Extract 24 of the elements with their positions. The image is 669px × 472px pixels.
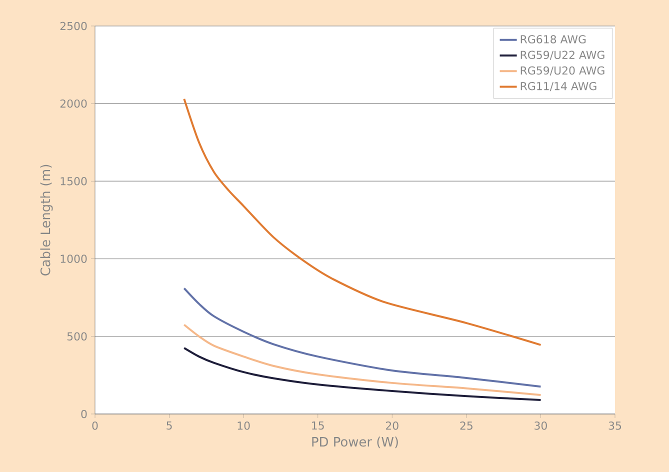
y-tick-label: 500 (67, 332, 87, 341)
y-tick-label: 1000 (60, 254, 87, 263)
x-axis-title: PD Power (W) (312, 436, 398, 448)
legend-label: RG59/U20 AWG (520, 66, 604, 76)
legend-label: RG59/U22 AWG (520, 50, 604, 60)
line-series (183, 287, 542, 388)
x-tick-label: 5 (166, 422, 172, 430)
x-tick-label: 0 (92, 422, 98, 430)
legend-label: RG618 AWG (520, 35, 586, 44)
x-tick-label: 35 (608, 422, 622, 430)
y-tick-label: 2000 (60, 99, 87, 108)
legend-label: RG11/14 AWG (520, 82, 596, 92)
x-tick-label: 20 (386, 422, 398, 430)
y-axis-title: Cable Length (m) (40, 164, 53, 276)
y-tick-label: 0 (81, 410, 87, 418)
x-tick-label: 25 (460, 422, 472, 430)
line-series (183, 347, 542, 402)
line-series (183, 98, 542, 346)
y-tick-label: 2500 (60, 22, 87, 30)
x-tick-label: 30 (534, 422, 547, 430)
x-tick-label: 10 (238, 422, 250, 430)
y-tick-label: 1500 (60, 177, 87, 186)
line-series (183, 324, 542, 396)
x-tick-label: 15 (312, 422, 324, 430)
